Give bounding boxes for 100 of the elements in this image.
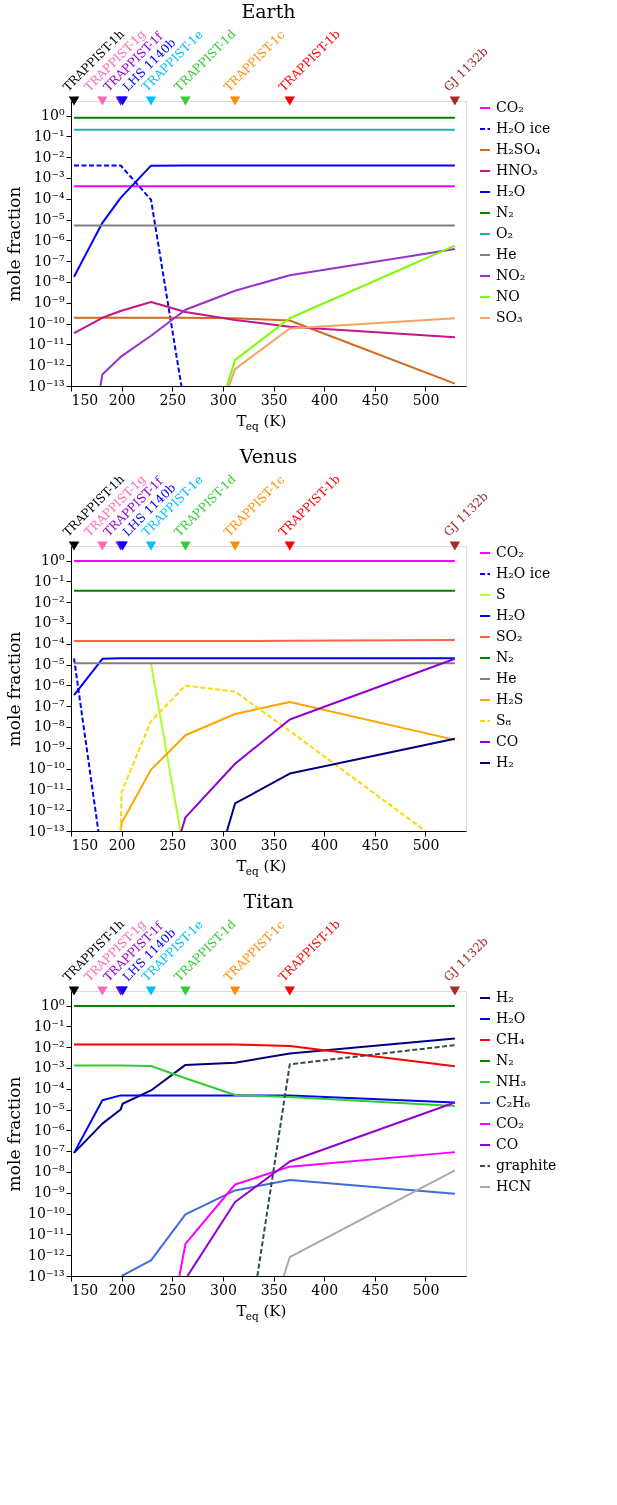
y-tick-label: 10⁻¹³ xyxy=(28,822,65,839)
x-tick-label: 250 xyxy=(159,1281,187,1298)
y-tick-label: 10⁻¹¹ xyxy=(28,335,65,352)
x-tick-label: 300 xyxy=(210,1281,237,1298)
y-tick-label: 10⁻¹ xyxy=(33,127,65,144)
legend-label: N₂ xyxy=(496,649,514,665)
y-tick-label: 10⁻² xyxy=(33,593,65,610)
y-tick-label: 10⁻¹³ xyxy=(28,377,65,394)
y-tick-label: 10⁻⁷ xyxy=(33,697,65,714)
legend-label: HNO₃ xyxy=(496,162,538,178)
y-tick-label: 10⁻¹³ xyxy=(28,1267,65,1284)
y-tick-label: 10⁻⁷ xyxy=(33,252,65,269)
legend-label: H₂ xyxy=(496,754,514,770)
y-tick-label: 10⁻⁶ xyxy=(33,231,65,248)
y-tick-label: 10⁻¹² xyxy=(28,801,65,818)
legend-label: HCN xyxy=(496,1178,532,1194)
y-tick-label: 10⁻³ xyxy=(33,169,65,186)
y-tick-label: 10⁰ xyxy=(41,552,65,569)
legend-label: CO₂ xyxy=(496,99,524,115)
legend-label: S xyxy=(496,586,506,602)
x-tick-label: 250 xyxy=(159,836,187,853)
y-tick-label: 10⁰ xyxy=(41,107,65,124)
legend-label: He xyxy=(496,670,517,686)
x-tick-label: 350 xyxy=(260,1281,288,1298)
legend-label: SO₃ xyxy=(496,309,523,325)
y-tick-label: 10⁻⁹ xyxy=(33,1184,65,1201)
legend-label: H₂S xyxy=(496,691,524,707)
y-tick-label: 10⁻⁶ xyxy=(33,676,65,693)
legend-label: C₂H₆ xyxy=(496,1094,531,1110)
x-tick-label: 450 xyxy=(361,391,389,408)
y-tick-label: 10⁻⁶ xyxy=(33,1121,65,1138)
x-tick-label: 300 xyxy=(210,836,237,853)
legend-label: SO₂ xyxy=(496,628,523,644)
legend-label: N₂ xyxy=(496,1052,514,1068)
y-tick-label: 10⁻³ xyxy=(33,1059,65,1076)
x-tick-label: 400 xyxy=(311,1281,339,1298)
legend-label: H₂O xyxy=(496,607,526,623)
y-tick-label: 10⁻¹ xyxy=(33,1017,65,1034)
legend-label: H₂SO₄ xyxy=(496,141,541,157)
x-tick-label: 350 xyxy=(260,391,288,408)
y-tick-label: 10⁰ xyxy=(41,997,65,1014)
y-tick-label: 10⁻¹⁰ xyxy=(28,1205,65,1222)
x-tick-label: 250 xyxy=(159,391,187,408)
x-tick-label: 400 xyxy=(311,836,339,853)
chart-title: Titan xyxy=(243,889,294,912)
y-tick-label: 10⁻² xyxy=(33,148,65,165)
y-tick-label: 10⁻⁷ xyxy=(33,1142,65,1159)
x-tick-label: 150 xyxy=(71,1281,99,1298)
chart-title: Earth xyxy=(241,0,296,22)
legend-label: CH₄ xyxy=(496,1031,525,1047)
legend-label: H₂O ice xyxy=(496,120,551,136)
legend-label: H₂O ice xyxy=(496,565,551,581)
x-tick-label: 150 xyxy=(71,836,99,853)
y-tick-label: 10⁻⁵ xyxy=(33,1101,65,1118)
y-tick-label: 10⁻¹¹ xyxy=(28,1225,65,1242)
y-tick-label: 10⁻⁸ xyxy=(33,1163,65,1180)
legend-label: He xyxy=(496,246,517,262)
y-tick-label: 10⁻¹⁰ xyxy=(28,760,65,777)
legend-label: NO xyxy=(496,288,520,304)
y-tick-label: 10⁻⁵ xyxy=(33,211,65,228)
x-tick-label: 500 xyxy=(412,391,440,408)
legend-label: N₂ xyxy=(496,204,514,220)
legend-label: CO xyxy=(496,733,519,749)
x-tick-label: 450 xyxy=(361,1281,389,1298)
x-tick-label: 150 xyxy=(71,391,99,408)
x-tick-label: 500 xyxy=(412,836,440,853)
y-tick-label: 10⁻² xyxy=(33,1038,65,1055)
y-tick-label: 10⁻¹² xyxy=(28,1246,65,1263)
y-tick-label: 10⁻¹² xyxy=(28,356,65,373)
x-tick-label: 450 xyxy=(361,836,389,853)
legend-label: S₈ xyxy=(496,712,512,728)
x-tick-label: 500 xyxy=(412,1281,440,1298)
x-tick-label: 400 xyxy=(311,391,339,408)
legend-label: H₂ xyxy=(496,989,514,1005)
y-axis-title: mole fraction xyxy=(4,1076,25,1192)
chart-title: Venus xyxy=(238,444,298,467)
x-tick-label: 200 xyxy=(108,836,136,853)
x-tick-label: 300 xyxy=(210,391,237,408)
legend-label: H₂O xyxy=(496,183,526,199)
y-tick-label: 10⁻⁴ xyxy=(33,1080,65,1097)
legend-label: CO₂ xyxy=(496,544,524,560)
y-tick-label: 10⁻³ xyxy=(33,614,65,631)
y-tick-label: 10⁻⁸ xyxy=(33,718,65,735)
legend-label: O₂ xyxy=(496,225,514,241)
y-tick-label: 10⁻⁴ xyxy=(33,635,65,652)
legend-label: H₂O xyxy=(496,1010,526,1026)
legend-label: NH₃ xyxy=(496,1073,527,1089)
y-tick-label: 10⁻⁴ xyxy=(33,190,65,207)
x-tick-label: 350 xyxy=(260,836,288,853)
y-tick-label: 10⁻⁵ xyxy=(33,656,65,673)
y-axis-title: mole fraction xyxy=(4,186,25,302)
y-tick-label: 10⁻⁹ xyxy=(33,294,65,311)
legend-label: CO xyxy=(496,1136,519,1152)
y-tick-label: 10⁻⁹ xyxy=(33,739,65,756)
legend-label: CO₂ xyxy=(496,1115,524,1131)
legend-label: graphite xyxy=(496,1157,557,1173)
legend-label: NO₂ xyxy=(496,267,526,283)
x-tick-label: 200 xyxy=(108,1281,136,1298)
y-tick-label: 10⁻¹ xyxy=(33,572,65,589)
y-tick-label: 10⁻¹¹ xyxy=(28,780,65,797)
